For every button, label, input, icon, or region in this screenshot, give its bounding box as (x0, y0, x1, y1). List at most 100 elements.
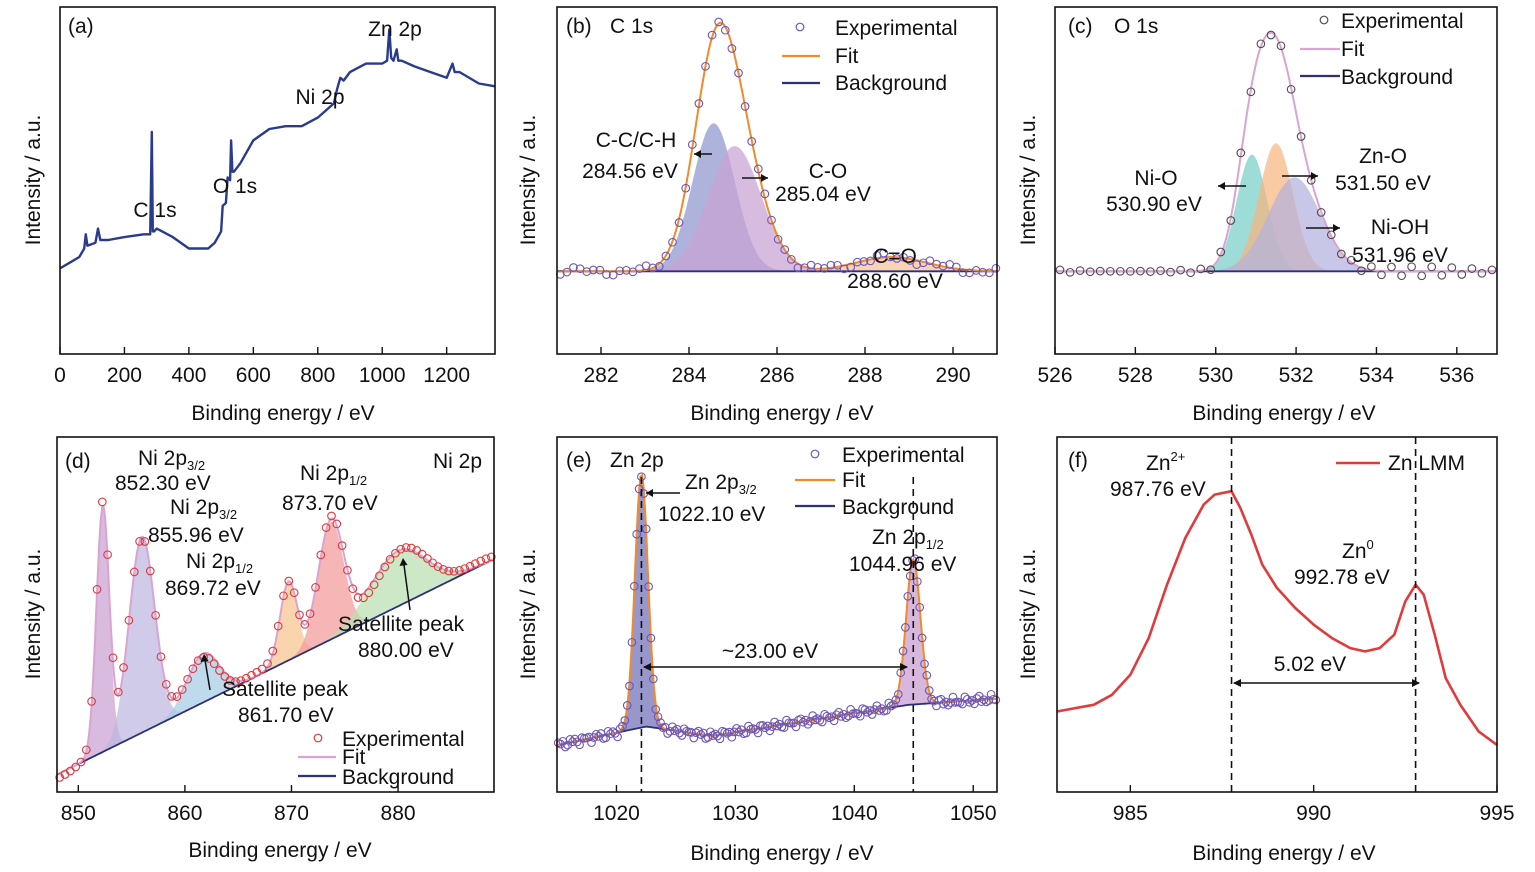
legend-marker-experimental (313, 733, 323, 743)
panel-b-exp-point-60 (951, 262, 961, 272)
panel-b-exp-point-30 (753, 164, 763, 174)
peak-label-nio-name: Ni-O (1134, 167, 1177, 190)
peak-label-zn2plus-energy: 987.76 eV (1110, 478, 1206, 501)
panel-b-xtick-label-3: 288 (847, 364, 882, 387)
panel-e-xlabel: Binding energy / eV (690, 842, 873, 865)
panel-e-exp-point-16 (591, 729, 601, 739)
arrow-zn1022-head (646, 489, 653, 497)
panel-c-exp-point-18 (1236, 148, 1246, 158)
panel-c-exp-point-11 (1166, 267, 1175, 277)
panel-b-exp-point-5 (588, 265, 598, 275)
peak-label-zn0-energy: 992.78 eV (1294, 566, 1390, 589)
panel-d-title: Ni 2p (433, 450, 482, 473)
panel-e-exp-point-95 (779, 723, 789, 732)
peak-label-zn0-name: Zn0 (1342, 537, 1374, 563)
legend-marker-experimental (1319, 15, 1329, 25)
panel-b-exp-point-47 (866, 256, 875, 266)
panel-d-label: (d) (65, 450, 91, 473)
panel-b-exp-point-65 (984, 268, 994, 278)
peak-label-ni852-energy: 852.30 eV (115, 472, 211, 495)
panel-e-exp-point-146 (901, 623, 910, 632)
panel-c-exp-point-32 (1377, 270, 1386, 280)
splitting-arrow-lmm-left-head (1233, 679, 1241, 687)
peak-label-ni855-energy: 855.96 eV (148, 524, 244, 547)
panel-d-exp-point-33 (231, 677, 240, 686)
panel-d-exp-point-10 (108, 653, 118, 663)
panel-d-exp-point-48 (311, 583, 320, 592)
panel-c-exp-point-26 (1316, 208, 1326, 217)
panel-b-exp-point-63 (971, 266, 981, 275)
legend-label-fit: Fit (342, 746, 365, 769)
panel-b-exp-point-18 (674, 218, 684, 227)
panel-c-exp-point-3 (1085, 267, 1095, 277)
panel-e-exp-point-129 (860, 705, 870, 714)
panel-b-exp-point-36 (793, 263, 803, 273)
panel-d-exp-point-5 (81, 745, 91, 755)
panel-c-exp-point-42 (1477, 268, 1487, 278)
panel-d-background-line (56, 558, 495, 776)
panel-e-exp-point-139 (884, 698, 894, 708)
panel-c-exp-point-35 (1407, 262, 1416, 272)
legend-label-background: Background (342, 766, 454, 789)
panel-e-exp-point-96 (782, 715, 791, 725)
annotation-zn2p: Zn 2p (368, 18, 422, 41)
peak-label-zn1022-energy: 1022.10 eV (658, 503, 765, 526)
panel-d-exp-point-62 (385, 554, 395, 564)
panel-c-exp-point-8 (1136, 266, 1145, 276)
panel-e-exp-point-37 (641, 524, 651, 534)
splitting-arrow-lmm-right-head (1412, 679, 1420, 687)
panel-f: 985 990 995 (f) Binding energy / eV Intens… (1017, 436, 1515, 865)
panel-e-exp-point-8 (572, 737, 582, 747)
panel-b-exp-point-2 (569, 263, 578, 272)
panel-f-content: 985 990 995 (1056, 437, 1515, 825)
panel-d-component-1 (57, 536, 494, 775)
panel-d-exp-point-32 (225, 676, 235, 685)
panel-f-zn-lmm-line (1056, 489, 1498, 746)
panel-c-ylabel: Intensity / a.u. (1017, 115, 1040, 246)
panel-e-exp-point-34 (634, 484, 644, 494)
panel-c-xtick-label-5: 536 (1439, 364, 1474, 387)
arrow-co-head (761, 174, 768, 182)
panel-c-exp-point-7 (1125, 266, 1135, 276)
panel-e-exp-point-42 (653, 712, 663, 722)
panel-e-exp-point-30 (625, 681, 634, 691)
panel-b-exp-point-26 (727, 44, 737, 53)
panel-c-label: (c) (1068, 15, 1093, 38)
panel-c-exp-point-0 (1055, 265, 1065, 275)
panel-c-xlabel: Binding energy / eV (1192, 402, 1375, 425)
panel-c-exp-point-29 (1346, 255, 1356, 265)
panel-d: 850 860 870 880 (d) Ni 2p Binding energy / … (22, 436, 496, 862)
panel-c-exp-point-28 (1336, 249, 1346, 259)
panel-c-exp-point-9 (1146, 267, 1155, 276)
panel-b-exp-point-61 (958, 268, 968, 278)
panel-c-exp-point-4 (1095, 266, 1105, 276)
panel-c: 526 528 530 532 534 536 (c) O 1s Binding ener… (1017, 6, 1498, 425)
panel-e-exp-point-111 (817, 717, 827, 727)
panel-d-exp-point-56 (353, 593, 363, 602)
panel-d-exp-point-76 (460, 564, 470, 573)
panel-c-exp-point-13 (1186, 268, 1195, 278)
splitting-arrow-zn-left-head (643, 663, 651, 671)
panel-d-exp-point-69 (423, 554, 432, 563)
panel-e-exp-point-73 (727, 732, 737, 742)
legend-label-background: Background (1341, 66, 1453, 89)
panel-e-exp-point-152 (915, 602, 925, 612)
panel-d-exp-point-53 (337, 541, 347, 550)
panel-e-exp-point-31 (627, 637, 637, 647)
panel-a: 0 200 400 600 800 1000 1200 (a) Binding energy… (22, 6, 496, 425)
annotation-ni2p: Ni 2p (295, 86, 344, 109)
panel-e-exp-point-141 (889, 700, 898, 709)
panel-e-exp-point-134 (872, 701, 882, 711)
panel-c-exp-point-14 (1196, 264, 1206, 274)
panel-b-exp-point-10 (621, 265, 631, 275)
peak-label-ni869-name: Ni 2p1/2 (186, 550, 253, 576)
panel-d-exp-point-14 (129, 567, 139, 577)
panel-b-exp-point-22 (701, 61, 710, 71)
peak-label-ni855-name: Ni 2p3/2 (170, 496, 237, 522)
panel-e-exp-point-118 (834, 707, 844, 717)
panel-c-xtick-label-3: 532 (1279, 364, 1314, 387)
panel-e-exp-point-43 (656, 718, 665, 727)
peak-label-co-energy: 285.04 eV (775, 183, 871, 206)
panel-b-content: 282 284 286 288 290 (555, 17, 1001, 387)
